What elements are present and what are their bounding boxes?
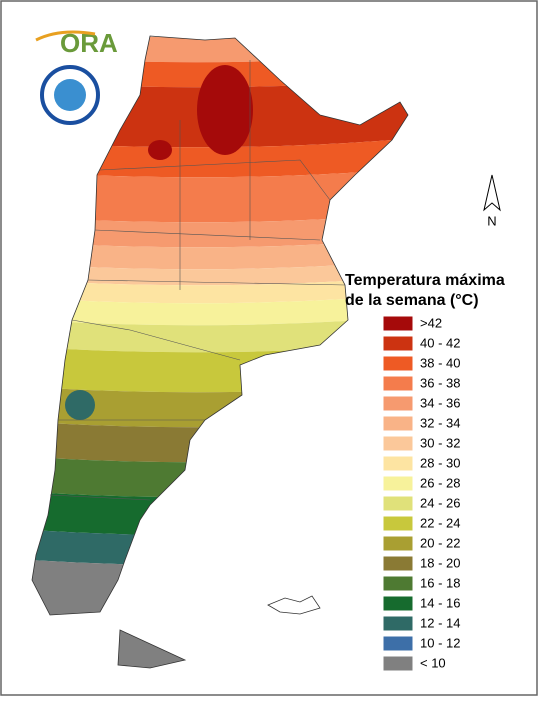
legend-swatch bbox=[382, 455, 414, 472]
legend-label: 12 - 14 bbox=[420, 615, 460, 630]
legend-swatch bbox=[382, 595, 414, 612]
islands bbox=[267, 595, 321, 615]
legend-swatch bbox=[382, 375, 414, 392]
legend-label: 24 - 26 bbox=[420, 495, 460, 510]
country-outline bbox=[31, 35, 409, 616]
legend-label: 26 - 28 bbox=[420, 475, 460, 490]
legend-swatch bbox=[382, 355, 414, 372]
legend-label: 18 - 20 bbox=[420, 555, 460, 570]
legend-label: < 10 bbox=[420, 655, 446, 670]
legend-label: 16 - 18 bbox=[420, 575, 460, 590]
legend-label: 28 - 30 bbox=[420, 455, 460, 470]
north-arrow bbox=[483, 174, 501, 212]
legend-swatch bbox=[382, 615, 414, 632]
legend-swatch bbox=[382, 415, 414, 432]
legend-swatch bbox=[382, 555, 414, 572]
legend-label: 36 - 38 bbox=[420, 375, 460, 390]
legend-swatch bbox=[382, 335, 414, 352]
logo-swoosh bbox=[35, 30, 96, 42]
agency-seal-inner bbox=[54, 79, 86, 111]
legend-swatch bbox=[382, 535, 414, 552]
legend-swatch bbox=[382, 315, 414, 332]
legend-title: Temperatura máxima bbox=[345, 272, 505, 289]
temperature-band bbox=[65, 390, 95, 420]
temperature-band bbox=[197, 65, 253, 155]
legend-label: 34 - 36 bbox=[420, 395, 460, 410]
province-borders bbox=[49, 60, 346, 501]
legend-swatch bbox=[382, 635, 414, 652]
legend-label: 22 - 24 bbox=[420, 515, 460, 530]
legend-swatch bbox=[382, 515, 414, 532]
legend-swatch bbox=[382, 435, 414, 452]
legend-swatch bbox=[382, 475, 414, 492]
legend-label: 20 - 22 bbox=[420, 535, 460, 550]
legend: >42 40 - 42 38 - 40 36 - 38 34 - 36 32 - 34 30… bbox=[382, 315, 460, 672]
north-label: N bbox=[487, 213, 496, 228]
legend-swatch bbox=[382, 655, 414, 672]
legend-label: 30 - 32 bbox=[420, 435, 460, 450]
legend-label: 14 - 16 bbox=[420, 595, 460, 610]
legend-swatch bbox=[382, 575, 414, 592]
legend-swatch bbox=[382, 495, 414, 512]
temperature-band bbox=[148, 140, 172, 160]
legend-label: 32 - 34 bbox=[420, 415, 460, 430]
legend-title: de la semana (°C) bbox=[345, 292, 479, 309]
legend-swatch bbox=[382, 395, 414, 412]
legend-label: 38 - 40 bbox=[420, 355, 460, 370]
legend-label: 10 - 12 bbox=[420, 635, 460, 650]
tierra-del-fuego bbox=[117, 629, 187, 669]
legend-label: 40 - 42 bbox=[420, 335, 460, 350]
legend-label: >42 bbox=[420, 315, 442, 330]
